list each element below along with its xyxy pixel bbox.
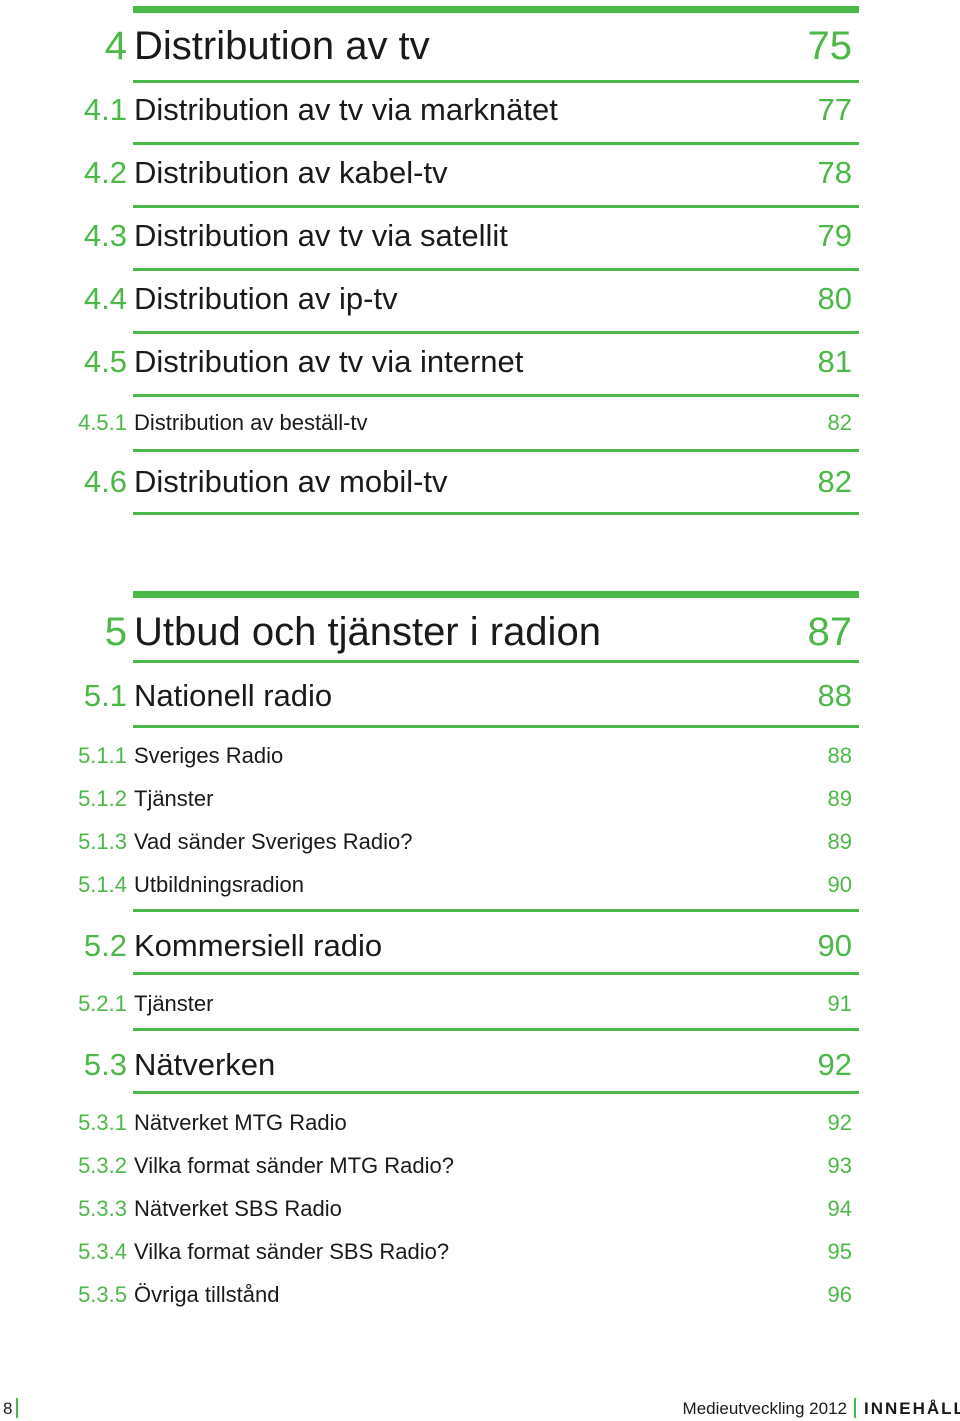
entry-title: Utbildningsradion [134,872,304,897]
section-label: INNEHÅLL [864,1399,960,1418]
entry-divider [133,331,859,334]
entry-page: 88 [827,743,852,768]
entry-page: 91 [827,991,852,1016]
entry-divider [133,909,859,912]
page-number: 8 [3,1399,13,1418]
entry-number: 5.3.5 [78,1282,127,1307]
entry-title: Vilka format sänder MTG Radio? [134,1153,454,1178]
entry-number: 4.2 [83,155,127,190]
entry-page: 78 [817,155,852,190]
entry-page: 90 [817,928,852,963]
entry-number: 4 [104,24,127,68]
entry-divider [133,268,859,271]
entry-divider [133,449,859,452]
entry-number: 5.3.1 [78,1110,127,1135]
entry-title: Vad sänder Sveriges Radio? [134,829,413,854]
entry-divider [133,1091,859,1094]
entry-number: 4.1 [83,92,127,127]
entry-page: 89 [827,829,852,854]
entry-title: Utbud och tjänster i radion [134,610,601,654]
entry-title: Distribution av tv via internet [134,344,524,379]
entry-page: 88 [817,678,852,713]
entry-page: 81 [817,344,852,379]
entry-number: 5.3 [83,1047,127,1082]
entry-number: 4.5.1 [78,410,127,435]
entry-title: Nationell radio [134,678,333,713]
entry-title: Nätverken [134,1047,276,1082]
entry-title: Nätverket SBS Radio [134,1196,342,1221]
entry-title: Distribution av beställ-tv [134,410,368,435]
entry-number: 5.1.2 [78,786,127,811]
entry-number: 5.2 [83,928,127,963]
entry-title: Distribution av tv via satellit [134,218,508,253]
footer-divider-right [854,1398,856,1418]
page-footer: 8 Medieutveckling 2012 INNEHÅLL [0,1396,960,1421]
entry-page: 77 [817,92,852,127]
entry-number: 5.2.1 [78,991,127,1016]
entry-page: 80 [817,281,852,316]
entry-number: 5.1 [83,678,127,713]
entry-title: Distribution av tv [134,24,430,68]
entry-divider [133,205,859,208]
entry-number: 5.3.4 [78,1239,127,1264]
entry-divider [133,512,859,515]
chapter-top-bar [133,591,859,598]
entry-number: 4.4 [83,281,127,316]
entry-title: Distribution av kabel-tv [134,155,448,190]
entry-page: 79 [817,218,852,253]
entry-divider [133,972,859,975]
entry-divider [133,394,859,397]
entry-page: 93 [827,1153,852,1178]
entry-divider [133,725,859,728]
entry-divider [133,80,859,83]
entry-page: 82 [827,410,852,435]
entry-page: 92 [827,1110,852,1135]
entry-page: 95 [827,1239,852,1264]
entry-divider [133,142,859,145]
entry-title: Sveriges Radio [134,743,284,768]
entry-page: 82 [817,464,852,499]
entry-number: 5.1.4 [78,872,127,897]
entry-title: Vilka format sänder SBS Radio? [134,1239,450,1264]
entry-number: 5.3.3 [78,1196,127,1221]
entry-title: Tjänster [134,991,214,1016]
entry-title: Distribution av ip-tv [134,281,398,316]
entry-page: 90 [827,872,852,897]
entry-page: 94 [827,1196,852,1221]
entry-page: 89 [827,786,852,811]
entry-number: 4.5 [83,344,127,379]
entry-page: 87 [807,610,853,654]
entry-title: Distribution av mobil-tv [134,464,448,499]
entry-title: Nätverket MTG Radio [134,1110,347,1135]
publication-title: Medieutveckling 2012 [682,1399,847,1418]
entry-page: 75 [807,24,853,68]
entry-number: 5 [104,610,127,654]
entry-title: Tjänster [134,786,214,811]
entry-number: 4.6 [83,464,127,499]
entry-title: Kommersiell radio [134,928,383,963]
footer-divider-left [16,1398,18,1418]
entry-page: 92 [817,1047,852,1082]
entry-number: 4.3 [83,218,127,253]
entry-divider [133,660,859,663]
entry-number: 5.3.2 [78,1153,127,1178]
entry-divider [133,1028,859,1031]
entry-page: 96 [827,1282,852,1307]
entry-title: Övriga tillstånd [134,1282,280,1307]
entry-number: 5.1.1 [78,743,127,768]
entry-number: 5.1.3 [78,829,127,854]
chapter-top-bar [133,6,859,13]
entry-title: Distribution av tv via marknätet [134,92,558,127]
